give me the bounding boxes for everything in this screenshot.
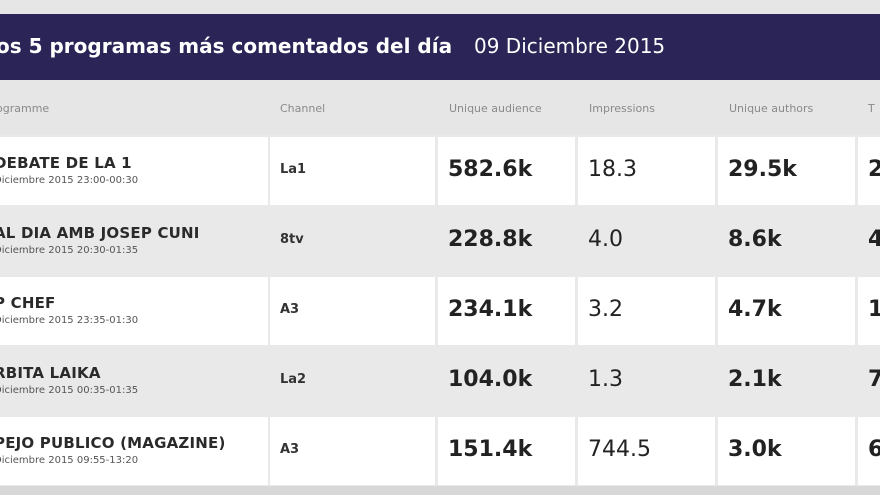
unique-audience-value: 104.0k xyxy=(448,367,533,392)
unique-authors-value: 3.0k xyxy=(728,437,782,462)
channel-name: La1 xyxy=(280,162,307,177)
bottom-strip xyxy=(0,486,880,495)
truncated-cell: 1 xyxy=(858,277,880,345)
impressions-cell: 18.3 xyxy=(578,137,715,205)
programme-time: Diciembre 2015 23:35-01:30 xyxy=(0,315,139,326)
authors-cell: 4.7k xyxy=(718,277,855,345)
truncated-value: 6 xyxy=(868,437,880,462)
impressions-cell: 1.3 xyxy=(578,347,715,415)
channel-cell: 8tv xyxy=(270,207,435,275)
authors-cell: 3.0k xyxy=(718,417,855,485)
programme-cell: PEJO PUBLICO (MAGAZINE) Diciembre 2015 0… xyxy=(0,417,268,485)
col-header-unique-audience[interactable]: Unique audience xyxy=(449,102,542,115)
impressions-value: 4.0 xyxy=(588,227,623,252)
truncated-cell: 2 xyxy=(858,137,880,205)
channel-cell: La2 xyxy=(270,347,435,415)
audience-cell: 582.6k xyxy=(438,137,575,205)
programme-time: Diciembre 2015 00:35-01:35 xyxy=(0,385,139,396)
audience-cell: 151.4k xyxy=(438,417,575,485)
impressions-value: 1.3 xyxy=(588,367,623,392)
table-row[interactable]: P CHEF Diciembre 2015 23:35-01:30 A3 234… xyxy=(0,277,880,345)
table-row[interactable]: RBITA LAIKA Diciembre 2015 00:35-01:35 L… xyxy=(0,347,880,415)
truncated-cell: 7 xyxy=(858,347,880,415)
authors-cell: 2.1k xyxy=(718,347,855,415)
programme-name: DEBATE DE LA 1 xyxy=(0,154,132,172)
col-header-programme[interactable]: ogramme xyxy=(0,102,50,115)
impressions-cell: 744.5 xyxy=(578,417,715,485)
unique-audience-value: 151.4k xyxy=(448,437,533,462)
truncated-value: 4 xyxy=(868,227,880,252)
unique-audience-value: 582.6k xyxy=(448,157,533,182)
programme-cell: RBITA LAIKA Diciembre 2015 00:35-01:35 xyxy=(0,347,268,415)
channel-name: La2 xyxy=(280,372,307,387)
unique-authors-value: 2.1k xyxy=(728,367,782,392)
unique-authors-value: 8.6k xyxy=(728,227,782,252)
programme-name: AL DIA AMB JOSEP CUNI xyxy=(0,224,200,242)
audience-cell: 104.0k xyxy=(438,347,575,415)
page-date: 09 Diciembre 2015 xyxy=(474,34,666,58)
table-row[interactable]: PEJO PUBLICO (MAGAZINE) Diciembre 2015 0… xyxy=(0,417,880,485)
channel-name: A3 xyxy=(280,442,300,457)
page-title: os 5 programas más comentados del día xyxy=(0,34,453,58)
top-strip xyxy=(0,0,880,14)
truncated-value: 2 xyxy=(868,157,880,182)
impressions-value: 18.3 xyxy=(588,157,637,182)
authors-cell: 29.5k xyxy=(718,137,855,205)
table-row[interactable]: AL DIA AMB JOSEP CUNI Diciembre 2015 20:… xyxy=(0,207,880,275)
impressions-cell: 4.0 xyxy=(578,207,715,275)
programme-time: Diciembre 2015 09:55-13:20 xyxy=(0,455,139,466)
programme-time: Diciembre 2015 23:00-00:30 xyxy=(0,175,139,186)
programme-name: PEJO PUBLICO (MAGAZINE) xyxy=(0,434,226,452)
impressions-cell: 3.2 xyxy=(578,277,715,345)
unique-audience-value: 228.8k xyxy=(448,227,533,252)
authors-cell: 8.6k xyxy=(718,207,855,275)
col-header-impressions[interactable]: Impressions xyxy=(589,102,655,115)
programme-time: Diciembre 2015 20:30-01:35 xyxy=(0,245,139,256)
table-row[interactable]: DEBATE DE LA 1 Diciembre 2015 23:00-00:3… xyxy=(0,137,880,205)
programme-cell: DEBATE DE LA 1 Diciembre 2015 23:00-00:3… xyxy=(0,137,268,205)
title-banner: os 5 programas más comentados del día 09… xyxy=(0,14,880,80)
channel-cell: A3 xyxy=(270,417,435,485)
truncated-cell: 6 xyxy=(858,417,880,485)
programme-name: RBITA LAIKA xyxy=(0,364,101,382)
truncated-value: 1 xyxy=(868,297,880,322)
audience-cell: 228.8k xyxy=(438,207,575,275)
programme-cell: AL DIA AMB JOSEP CUNI Diciembre 2015 20:… xyxy=(0,207,268,275)
unique-authors-value: 29.5k xyxy=(728,157,797,182)
channel-cell: A3 xyxy=(270,277,435,345)
truncated-cell: 4 xyxy=(858,207,880,275)
unique-authors-value: 4.7k xyxy=(728,297,782,322)
table-header: ogramme Channel Unique audience Impressi… xyxy=(0,80,880,135)
col-header-unique-authors[interactable]: Unique authors xyxy=(729,102,814,115)
truncated-value: 7 xyxy=(868,367,880,392)
channel-name: 8tv xyxy=(280,232,304,247)
col-header-truncated[interactable]: T xyxy=(868,102,875,115)
impressions-value: 744.5 xyxy=(588,437,651,462)
audience-cell: 234.1k xyxy=(438,277,575,345)
col-header-channel[interactable]: Channel xyxy=(280,102,326,115)
channel-name: A3 xyxy=(280,302,300,317)
channel-cell: La1 xyxy=(270,137,435,205)
programme-cell: P CHEF Diciembre 2015 23:35-01:30 xyxy=(0,277,268,345)
unique-audience-value: 234.1k xyxy=(448,297,533,322)
programme-name: P CHEF xyxy=(0,294,56,312)
impressions-value: 3.2 xyxy=(588,297,623,322)
